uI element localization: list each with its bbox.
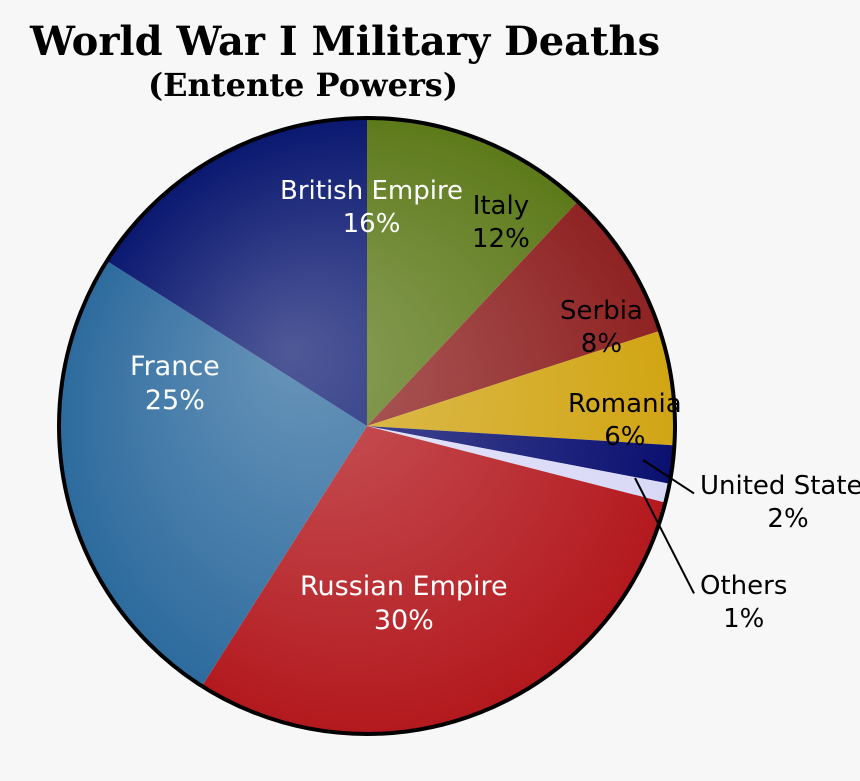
slice-percent: 2% xyxy=(700,503,860,536)
slice-percent: 6% xyxy=(568,421,682,454)
slice-percent: 1% xyxy=(700,603,787,636)
slice-name: Serbia xyxy=(560,295,643,328)
slice-label-france: France25% xyxy=(130,350,220,418)
slice-name: Romania xyxy=(568,388,682,421)
slice-percent: 25% xyxy=(130,384,220,418)
slice-label-others: Others1% xyxy=(700,570,787,635)
slice-name: Russian Empire xyxy=(300,570,508,604)
slice-label-italy: Italy12% xyxy=(472,190,530,255)
slice-percent: 12% xyxy=(472,223,530,256)
slice-percent: 16% xyxy=(280,208,463,241)
slice-name: France xyxy=(130,350,220,384)
slice-name: Italy xyxy=(472,190,530,223)
slice-percent: 8% xyxy=(560,328,643,361)
pie-chart xyxy=(0,0,860,781)
slice-label-united-states: United States2% xyxy=(700,470,860,535)
slice-name: United States xyxy=(700,470,860,503)
slice-label-british-empire: British Empire16% xyxy=(280,175,463,240)
slice-name: British Empire xyxy=(280,175,463,208)
slice-name: Others xyxy=(700,570,787,603)
slice-label-romania: Romania6% xyxy=(568,388,682,453)
slice-percent: 30% xyxy=(300,604,508,638)
slice-label-serbia: Serbia8% xyxy=(560,295,643,360)
slice-label-russian-empire: Russian Empire30% xyxy=(300,570,508,638)
